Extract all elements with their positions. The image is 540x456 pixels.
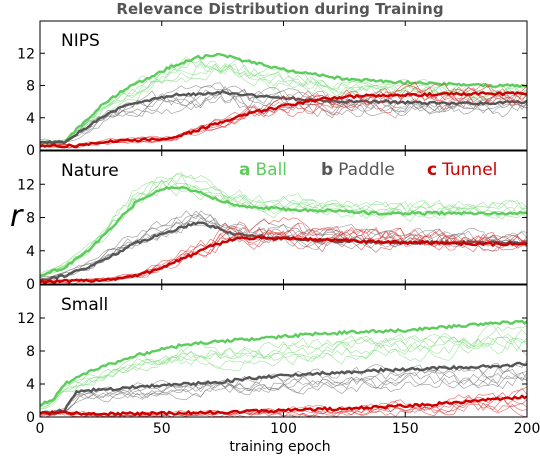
run-line-paddle	[40, 93, 527, 144]
run-line-tunnel	[40, 222, 527, 283]
panel-lines	[40, 52, 527, 149]
y-tick-label: 0	[26, 143, 35, 159]
legend-letter-paddle: b	[321, 160, 333, 180]
y-tick-label: 0	[26, 410, 35, 426]
legend-item-tunnel: c Tunnel	[427, 160, 497, 180]
panel-lines	[40, 172, 527, 284]
panel-lines	[40, 319, 527, 417]
y-axis-label: r	[10, 199, 24, 234]
mean-line-paddle	[40, 361, 527, 415]
panel-frame	[39, 20, 528, 151]
run-line-tunnel	[40, 217, 527, 282]
panel-name: NIPS	[61, 31, 100, 51]
y-tick-label: 8	[26, 211, 35, 227]
y-tick-label: 4	[26, 244, 35, 260]
run-line-ball	[40, 173, 527, 277]
run-line-paddle	[40, 362, 527, 413]
mean-line-tunnel	[40, 91, 527, 149]
mean-line-tunnel	[40, 394, 527, 417]
x-tick-labels: 0 50 100 150 200	[36, 421, 540, 437]
y-tick-label: 8	[26, 79, 35, 95]
run-line-ball	[40, 338, 527, 407]
legend-label-paddle: Paddle	[338, 160, 395, 180]
legend-item-paddle: b Paddle	[321, 160, 395, 180]
run-line-ball	[40, 324, 527, 407]
mean-line-tunnel	[40, 235, 527, 284]
legend: a Ball b Paddle c Tunnel	[239, 160, 497, 180]
mean-line-ball	[40, 186, 527, 278]
mean-line-ball	[40, 52, 527, 145]
y-tick-label: 8	[26, 344, 35, 360]
run-line-ball	[40, 172, 527, 275]
y-tick-label: 0	[26, 277, 35, 293]
legend-label-tunnel: Tunnel	[441, 160, 497, 180]
y-tick-label: 12	[17, 311, 35, 327]
run-line-ball	[40, 336, 527, 410]
run-line-paddle	[40, 360, 527, 415]
run-line-tunnel	[40, 90, 527, 148]
y-tick-label: 4	[26, 111, 35, 127]
x-tick-label: 50	[153, 421, 171, 437]
panel-name: Nature	[61, 161, 119, 181]
x-tick-label: 0	[36, 421, 45, 437]
run-line-paddle	[40, 217, 527, 281]
x-tick-label: 200	[514, 421, 540, 437]
legend-label-ball: Ball	[255, 160, 287, 180]
run-line-paddle	[40, 364, 527, 414]
y-tick-label: 12	[17, 46, 35, 62]
run-line-ball	[40, 63, 527, 146]
chart-title: Relevance Distribution during Training	[116, 0, 443, 18]
panels: 0 4 8 12 NIPS 0 4 8 12 Nature 0 4 8 12 Small 0 50 100 150 2…	[17, 20, 540, 437]
y-tick-label: 4	[26, 377, 35, 393]
legend-letter-ball: a	[239, 160, 250, 180]
run-line-ball	[40, 325, 527, 406]
x-tick-label: 100	[270, 421, 297, 437]
panel-nips: 0 4 8 12 NIPS	[17, 20, 528, 159]
legend-item-ball: a Ball	[239, 160, 287, 180]
run-line-ball	[40, 59, 527, 144]
panel-name: Small	[61, 295, 108, 315]
panel-small: 0 4 8 12 Small	[17, 284, 528, 426]
run-line-paddle	[40, 82, 527, 143]
run-line-paddle	[40, 374, 527, 416]
mean-line-ball	[40, 319, 527, 407]
x-axis-label: training epoch	[229, 439, 330, 455]
run-line-paddle	[40, 370, 527, 415]
y-tick-label: 12	[17, 177, 35, 193]
run-line-tunnel	[40, 91, 527, 149]
x-tick-label: 150	[392, 421, 419, 437]
panel-nature: 0 4 8 12 Nature	[17, 150, 528, 293]
run-line-ball	[40, 181, 527, 276]
run-line-ball	[40, 174, 527, 275]
legend-letter-tunnel: c	[427, 160, 437, 180]
